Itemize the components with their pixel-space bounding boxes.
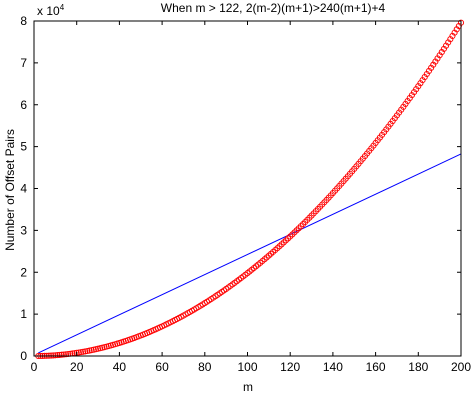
data-point [82, 348, 89, 355]
data-point [80, 348, 87, 355]
x-tick-label: 80 [198, 360, 212, 374]
x-tick-label: 200 [451, 360, 471, 374]
x-tick-label: 140 [323, 360, 343, 374]
y-tick-label: 3 [20, 223, 27, 237]
y-tick-label: 8 [20, 14, 27, 28]
x-tick-label: 160 [366, 360, 386, 374]
y-tick-label: 2 [20, 265, 27, 279]
data-point [60, 351, 67, 358]
data-point [58, 351, 65, 358]
x-tick-label: 180 [408, 360, 428, 374]
x-tick-label: 60 [155, 360, 169, 374]
x-tick-label: 120 [280, 360, 300, 374]
y-tick-label: 7 [20, 56, 27, 70]
series-line-linear [38, 153, 462, 354]
x-tick-label: 20 [70, 360, 84, 374]
x-axis-label: m [243, 380, 253, 394]
x-tick-label: 0 [31, 360, 38, 374]
data-point [56, 351, 63, 358]
data-point [65, 350, 72, 358]
y-tick-label: 6 [20, 98, 27, 112]
y-tick-label: 4 [20, 182, 27, 196]
axes: 0 20 40 60 80 100 120 140 160 180 200 0 1 2 3 4 5 6 7 8 [20, 14, 471, 374]
y-tick-label: 0 [20, 349, 27, 363]
data-point [54, 352, 61, 359]
chart-title: When m > 122, 2(m-2)(m+1)>240(m+1)+4 [161, 1, 386, 15]
y-tick-label: 5 [20, 140, 27, 154]
data-point [62, 351, 70, 358]
y-multiplier: x 104 [37, 3, 65, 18]
data-point [84, 347, 91, 355]
data-point [77, 349, 85, 356]
data-point [52, 352, 59, 359]
y-tick-label: 1 [20, 307, 27, 321]
data-point [50, 352, 57, 359]
plot-area [35, 19, 465, 360]
y-axis-label: Number of Offset Pairs [3, 129, 17, 251]
x-tick-label: 100 [237, 360, 257, 374]
axes-box [33, 20, 462, 357]
x-tick-label: 40 [113, 360, 127, 374]
